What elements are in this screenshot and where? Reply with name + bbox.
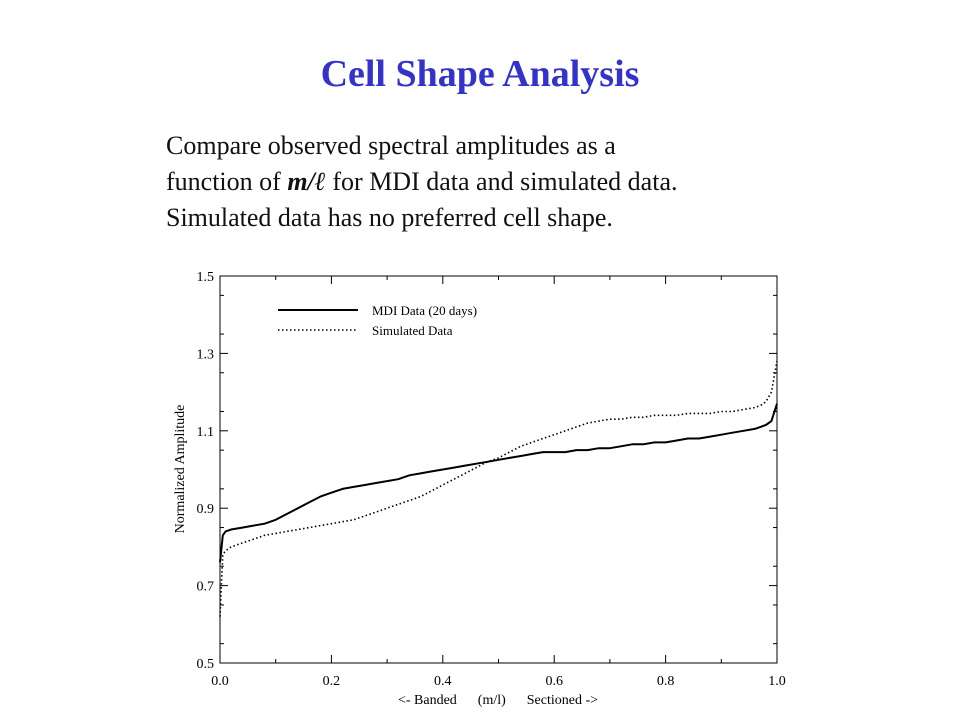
plot-area-border [219,275,778,664]
axis-ticks: 0.5 0.7 0.9 1.1 1.3 1.5 0.0 0.2 0.4 0.6 0.8 1.0 [197,270,786,689]
legend: MDI Data (20 days) Simulated Data [278,303,477,338]
body-line-2: function of m/ℓ for MDI data and simulat… [166,164,826,200]
x-tick-label: 1.0 [768,674,786,689]
y-tick-label: 1.1 [197,425,215,440]
y-tick-label: 0.5 [197,657,215,672]
x-tick-label: 0.6 [545,674,563,689]
y-tick-label: 0.9 [197,502,215,517]
y-tick-label: 1.5 [197,270,215,285]
amplitude-chart: 0.5 0.7 0.9 1.1 1.3 1.5 0.0 0.2 0.4 0.6 0.8 1.0 MDI… [173,270,786,708]
body-line-3: Simulated data has no preferred cell sha… [166,203,613,232]
body-line-2-post: for MDI data and simulated data. [325,167,678,196]
body-line-1: Compare observed spectral amplitudes as … [166,131,616,160]
legend-label: Simulated Data [372,323,453,338]
x-tick-label: 0.4 [434,674,452,689]
x-tick-label: 0.2 [323,674,341,689]
chart-frame: 0.5 0.7 0.9 1.1 1.3 1.5 0.0 0.2 0.4 0.6 0.8 1.0 MDI… [160,258,796,720]
body-line-2-emphasis: m/ℓ [287,167,326,196]
x-tick-label: 0.8 [657,674,675,689]
y-tick-label: 1.3 [197,347,215,362]
series-line-simulated [219,360,778,617]
slide-body-text: Compare observed spectral amplitudes as … [166,128,826,236]
x-tick-label: 0.0 [211,674,229,689]
slide-title: Cell Shape Analysis [320,53,640,95]
body-line-2-pre: function of [166,167,288,196]
y-axis-label: Normalized Amplitude [173,405,188,534]
series-line-mdi [219,403,778,563]
legend-label: MDI Data (20 days) [372,303,477,318]
series-layer [219,360,778,617]
y-tick-label: 0.7 [197,580,215,595]
x-axis-label: <- Banded (m/l) Sectioned -> [398,693,598,708]
